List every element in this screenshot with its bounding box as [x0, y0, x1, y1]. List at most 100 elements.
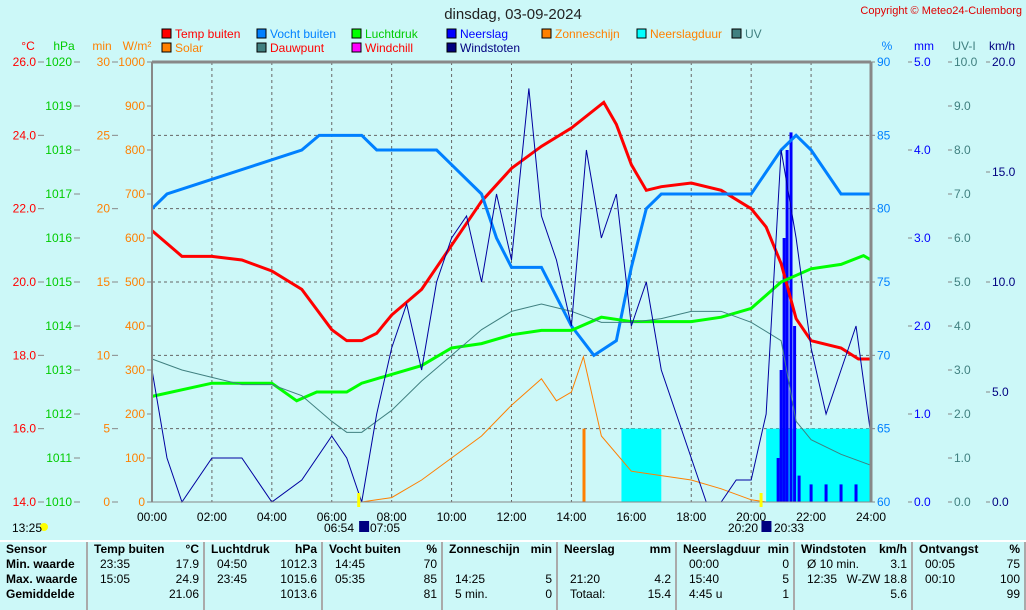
x-tick: 10:00 — [437, 510, 467, 524]
table-row — [443, 557, 556, 572]
table-row: 15:40 5 — [677, 572, 793, 587]
table-cell: km/h — [878, 542, 907, 556]
table-cell: 70 — [423, 557, 437, 571]
bar-neerslag — [779, 370, 783, 502]
table-cell: 1012.3 — [280, 557, 317, 571]
series-luchtdruk — [151, 253, 872, 403]
table-cell: 99 — [1006, 587, 1020, 601]
tick-solar: 800 — [125, 143, 145, 157]
bar-neerslag — [824, 484, 828, 502]
axis-unit-temp: °C — [21, 39, 35, 53]
table-row: 23:45 1015.6 — [205, 572, 321, 587]
legend-uv: UV — [745, 27, 762, 41]
table-row: 21.06 — [88, 587, 203, 602]
legend-dauwpunt: Dauwpunt — [270, 41, 325, 55]
series-temp-buiten — [151, 100, 871, 361]
table-cell: 0 — [545, 587, 552, 601]
tick-minutes: 0 — [103, 495, 110, 509]
table-cell: 75 — [1006, 557, 1020, 571]
tick-pressure: 1014 — [45, 319, 72, 333]
table-header: Temp buiten °C — [88, 542, 203, 557]
tick-uv: 8.0 — [954, 143, 971, 157]
bar-neerslag — [839, 484, 843, 502]
table-cell: 1 — [782, 587, 789, 601]
table-column: Sensor Min. waarde Max. waarde Gemiddelde — [0, 542, 88, 610]
daylength: 13:25 — [12, 521, 43, 535]
table-row: 12:35 W-ZW 18.8 — [795, 572, 911, 587]
tick-temp: 14.0 — [13, 495, 37, 509]
table-cell: Ontvangst — [919, 542, 979, 556]
sun-icon — [40, 523, 48, 531]
table-row: 21:20 4.2 — [558, 572, 675, 587]
tick-uv: 3.0 — [954, 363, 971, 377]
table-row — [558, 557, 675, 572]
series-vocht-buiten — [150, 133, 871, 358]
table-row: 1013.6 — [205, 587, 321, 602]
tick-pressure: 1016 — [45, 231, 72, 245]
table-cell: 00:10 — [925, 572, 956, 586]
table-row: 14:45 70 — [323, 557, 441, 572]
legend-vocht-buiten: Vocht buiten — [270, 27, 336, 41]
table-cell: 81 — [423, 587, 437, 601]
tick-minutes: 5 — [103, 422, 110, 436]
table-cell: 85 — [423, 572, 437, 586]
tick-rain: 0.0 — [914, 495, 931, 509]
tick-solar: 0 — [138, 495, 145, 509]
table-cell: % — [1009, 542, 1020, 556]
sunset: 20:20 — [728, 521, 759, 535]
table-cell: 21:20 — [570, 572, 601, 586]
tick-humidity: 90 — [877, 55, 891, 69]
x-tick: 08:00 — [377, 510, 407, 524]
table-cell: 00:05 — [925, 557, 956, 571]
tick-humidity: 85 — [877, 128, 891, 142]
x-tick: 02:00 — [197, 510, 227, 524]
table-row: 00:00 0 — [677, 557, 793, 572]
table-row: 81 — [323, 587, 441, 602]
tick-humidity: 60 — [877, 495, 891, 509]
table-header: Neerslagduur min — [677, 542, 793, 557]
tick-pressure: 1019 — [45, 99, 72, 113]
sunrise: 06:54 — [324, 521, 355, 535]
table-header: Neerslag mm — [558, 542, 675, 557]
table-header: Windstoten km/h — [795, 542, 911, 557]
legend-swatch — [351, 28, 362, 39]
legend-swatch — [351, 42, 362, 53]
table-row: 00:05 75 — [913, 557, 1024, 572]
tick-temp: 18.0 — [13, 348, 37, 362]
table-row: 15:05 24.9 — [88, 572, 203, 587]
tick-pressure: 1013 — [45, 363, 72, 377]
axis-unit-humidity: % — [882, 39, 893, 53]
axis-unit-wind: km/h — [989, 39, 1015, 53]
legend-solar: Solar — [175, 41, 203, 55]
table-cell: 3.1 — [890, 557, 907, 571]
tick-pressure: 1017 — [45, 187, 72, 201]
table-header: Sensor — [0, 542, 86, 557]
table-row: 5 min. 0 — [443, 587, 556, 602]
bar-neerslag — [854, 484, 858, 502]
table-column: Zonneschijn min 14:25 5 5 min. 0 — [443, 542, 558, 610]
x-tick: 22:00 — [796, 510, 826, 524]
table-cell: 24.9 — [175, 572, 199, 586]
tick-pressure: 1010 — [45, 495, 72, 509]
tick-temp: 24.0 — [13, 128, 37, 142]
tick-temp: 22.0 — [13, 202, 37, 216]
axis-unit-solar: W/m² — [123, 39, 152, 53]
axis-unit-minutes: min — [92, 39, 111, 53]
table-row: 4:45 u 1 — [677, 587, 793, 602]
axis-unit-pressure: hPa — [53, 39, 75, 53]
table-cell: 1013.6 — [280, 587, 317, 601]
table-cell: Totaal: — [570, 587, 606, 601]
x-tick: 20:00 — [736, 510, 766, 524]
table-column: Ontvangst% 00:05 75 00:10 100 99 — [913, 542, 1026, 610]
tick-wind: 0.0 — [992, 495, 1009, 509]
table-column: Windstoten km/h Ø 10 min. 3.1 12:35 W-ZW 18.8… — [795, 542, 913, 610]
tick-minutes: 10 — [97, 348, 111, 362]
sunrise-civil: 07:05 — [370, 521, 401, 535]
table-header: Ontvangst% — [913, 542, 1024, 557]
x-tick: 00:00 — [137, 510, 167, 524]
table-row: 5.6 — [795, 587, 911, 602]
tick-pressure: 1011 — [46, 451, 72, 465]
tick-pressure: 1015 — [45, 275, 72, 289]
bar-zonneschijn — [582, 428, 586, 502]
table-header: Vocht buiten% — [323, 542, 441, 557]
